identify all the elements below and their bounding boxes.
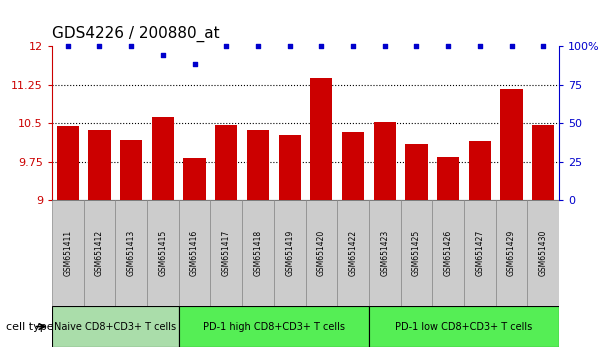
- Bar: [274, 200, 306, 306]
- Bar: [89, 130, 111, 200]
- Text: GSM651411: GSM651411: [64, 230, 72, 276]
- Bar: [469, 141, 491, 200]
- Text: PD-1 high CD8+CD3+ T cells: PD-1 high CD8+CD3+ T cells: [203, 321, 345, 332]
- Text: GSM651412: GSM651412: [95, 230, 104, 276]
- Point: [63, 43, 73, 49]
- Bar: [84, 200, 115, 306]
- Point: [189, 62, 199, 67]
- Bar: [405, 144, 428, 200]
- Point: [507, 43, 516, 49]
- Text: GSM651429: GSM651429: [507, 230, 516, 276]
- Text: GSM651422: GSM651422: [348, 230, 357, 276]
- Bar: [120, 140, 142, 200]
- Bar: [242, 200, 274, 306]
- Text: PD-1 low CD8+CD3+ T cells: PD-1 low CD8+CD3+ T cells: [395, 321, 533, 332]
- Bar: [215, 125, 237, 200]
- Bar: [527, 200, 559, 306]
- Text: GSM651419: GSM651419: [285, 230, 294, 276]
- Text: GSM651423: GSM651423: [380, 230, 389, 276]
- Text: cell type: cell type: [6, 321, 54, 332]
- Bar: [500, 88, 522, 200]
- Bar: [57, 126, 79, 200]
- Point: [475, 43, 485, 49]
- Bar: [52, 200, 84, 306]
- Bar: [369, 306, 559, 347]
- Bar: [279, 135, 301, 200]
- Point: [316, 43, 326, 49]
- Bar: [437, 158, 459, 200]
- Text: GSM651427: GSM651427: [475, 230, 485, 276]
- Point: [126, 43, 136, 49]
- Bar: [147, 200, 179, 306]
- Text: GSM651417: GSM651417: [222, 230, 231, 276]
- Bar: [310, 78, 332, 200]
- Bar: [337, 200, 369, 306]
- Bar: [401, 200, 433, 306]
- Bar: [52, 306, 179, 347]
- Point: [538, 43, 548, 49]
- Text: Naive CD8+CD3+ T cells: Naive CD8+CD3+ T cells: [54, 321, 177, 332]
- Bar: [433, 200, 464, 306]
- Text: GSM651415: GSM651415: [158, 230, 167, 276]
- Bar: [496, 200, 527, 306]
- Bar: [183, 158, 206, 200]
- Bar: [464, 200, 496, 306]
- Point: [221, 43, 231, 49]
- Point: [380, 43, 390, 49]
- Bar: [179, 200, 210, 306]
- Bar: [247, 130, 269, 200]
- Point: [348, 43, 358, 49]
- Bar: [369, 200, 401, 306]
- Bar: [532, 125, 554, 200]
- Text: GSM651418: GSM651418: [254, 230, 263, 276]
- Point: [95, 43, 104, 49]
- Text: GDS4226 / 200880_at: GDS4226 / 200880_at: [52, 25, 219, 41]
- Bar: [306, 200, 337, 306]
- Bar: [342, 132, 364, 200]
- Point: [158, 52, 168, 58]
- Bar: [115, 200, 147, 306]
- Text: GSM651413: GSM651413: [126, 230, 136, 276]
- Text: GSM651426: GSM651426: [444, 230, 453, 276]
- Text: GSM651416: GSM651416: [190, 230, 199, 276]
- Text: GSM651430: GSM651430: [539, 230, 547, 276]
- Text: GSM651420: GSM651420: [317, 230, 326, 276]
- Bar: [374, 122, 396, 200]
- Point: [253, 43, 263, 49]
- Bar: [179, 306, 369, 347]
- Point: [412, 43, 422, 49]
- Bar: [210, 200, 242, 306]
- Text: GSM651425: GSM651425: [412, 230, 421, 276]
- Bar: [152, 117, 174, 200]
- Point: [443, 43, 453, 49]
- Point: [285, 43, 295, 49]
